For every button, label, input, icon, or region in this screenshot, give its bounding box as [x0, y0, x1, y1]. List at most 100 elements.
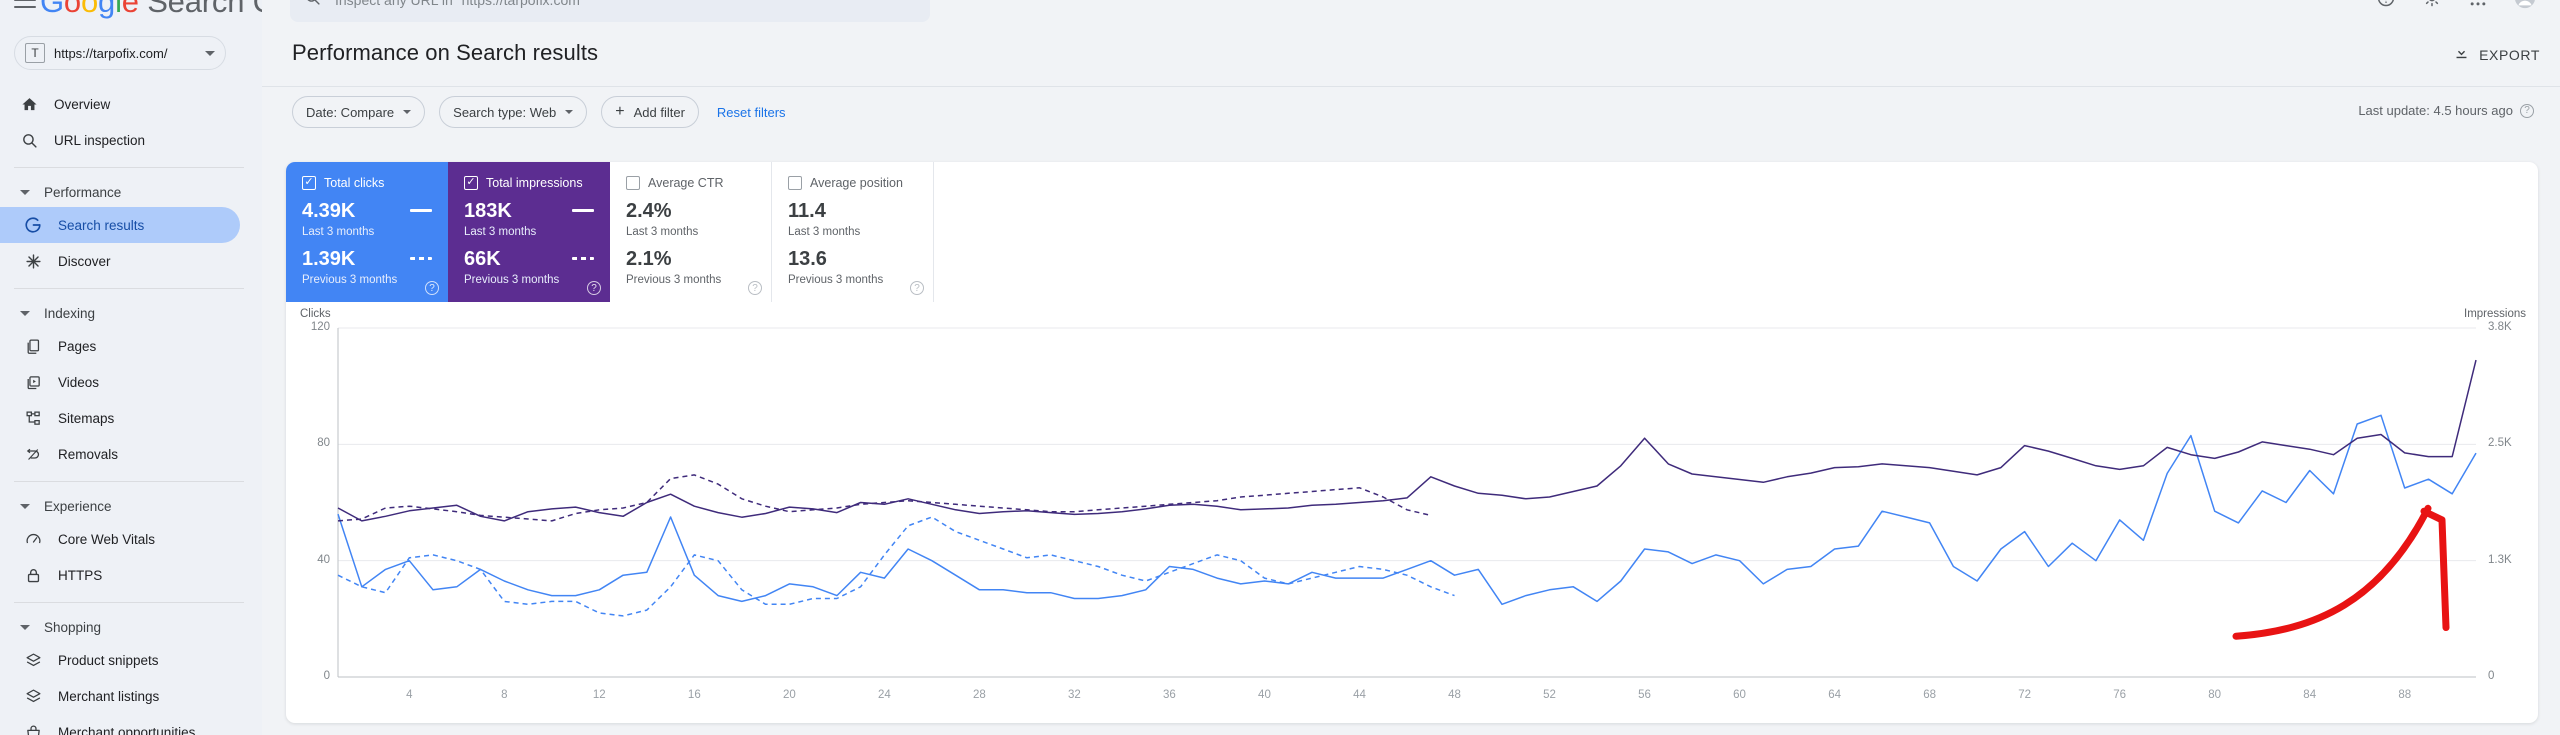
left-axis-tick: 0 [323, 670, 330, 682]
sidebar-item-search-results[interactable]: Search results [0, 207, 240, 243]
x-axis-tick: 68 [1923, 689, 1936, 701]
metric-previous-label: Previous 3 months [464, 274, 560, 286]
search-input-placeholder: Inspect any URL in "https://tarpofix.com… [335, 0, 585, 8]
sidebar-item-label: Videos [58, 374, 100, 390]
help-icon[interactable]: ? [748, 281, 762, 295]
sidebar-divider-2 [14, 288, 244, 289]
sidebar-item-removals[interactable]: Removals [0, 436, 262, 472]
gear-icon[interactable] [2422, 0, 2442, 13]
google-search-console-logo: Google Search Console [40, 0, 262, 20]
sidebar-item-overview[interactable]: Overview [0, 86, 262, 122]
checkbox-unchecked-icon[interactable]: ✓ [788, 176, 802, 190]
metric-current-row: 183K [464, 201, 594, 221]
removals-icon [22, 443, 44, 465]
avatar-icon[interactable] [2514, 0, 2536, 14]
help-icon[interactable] [2376, 0, 2396, 13]
sidebar-item-merchant-listings[interactable]: Merchant listings [0, 678, 262, 714]
apps-grid-icon[interactable] [2468, 0, 2488, 13]
metric-card-average-position[interactable]: ✓ Average position 11.4 Last 3 months 13… [772, 162, 934, 302]
x-axis-tick: 28 [972, 689, 986, 701]
metric-current-value: 183K [464, 200, 512, 222]
sidebar-item-discover[interactable]: Discover [0, 243, 262, 279]
help-icon[interactable]: ? [2520, 103, 2534, 118]
sidebar-item-product-snippets[interactable]: Product snippets [0, 642, 262, 678]
metric-current-value: 2.4% [626, 200, 672, 222]
metric-header: ✓ Total impressions [464, 176, 594, 190]
help-icon[interactable]: ? [910, 281, 924, 295]
x-axis-tick: 16 [687, 689, 701, 701]
checkbox-unchecked-icon[interactable]: ✓ [626, 176, 640, 190]
chevron-down-icon [403, 110, 412, 114]
home-icon [18, 93, 40, 115]
metric-previous-row: 1.39K [302, 249, 432, 269]
help-icon[interactable]: ? [425, 281, 439, 295]
last-update-text: Last update: 4.5 hours ago [2358, 103, 2513, 118]
sidebar-item-url-inspection[interactable]: URL inspection [0, 122, 262, 158]
sidebar-item-merchant-opportunities[interactable]: Merchant opportunities [0, 714, 262, 735]
sidebar-item-pages[interactable]: Pages [0, 328, 262, 364]
left-axis-tick: 40 [317, 553, 330, 566]
sidebar-item-label: HTTPS [58, 567, 103, 583]
metric-card-total-clicks[interactable]: ✓ Total clicks 4.39K Last 3 months 1.39K… [286, 162, 448, 302]
date-filter-chip[interactable]: Date: Compare [292, 96, 426, 128]
metric-current-value: 11.4 [788, 200, 826, 222]
sidebar-divider-1 [14, 167, 244, 168]
metric-current-row: 2.4% [626, 201, 755, 221]
x-axis-tick: 24 [877, 689, 891, 701]
add-filter-chip[interactable]: + Add filter [601, 96, 699, 128]
sidebar-group-label: Experience [44, 498, 112, 514]
url-inspection-search-bar[interactable]: Inspect any URL in "https://tarpofix.com… [290, 0, 930, 22]
checkbox-checked-icon[interactable]: ✓ [302, 176, 316, 190]
checkbox-checked-icon[interactable]: ✓ [464, 176, 478, 190]
sidebar-group-experience[interactable]: Experience [0, 491, 262, 521]
sidebar-item-sitemaps[interactable]: Sitemaps [0, 400, 262, 436]
add-filter-label: Add filter [633, 104, 685, 120]
sidebar-group-shopping[interactable]: Shopping [0, 612, 262, 642]
metric-previous-value: 1.39K [302, 248, 356, 270]
metric-previous-label: Previous 3 months [302, 274, 398, 286]
sidebar-group-indexing[interactable]: Indexing [0, 298, 262, 328]
sidebar-item-label: Removals [58, 446, 119, 462]
metric-header: ✓ Total clicks [302, 176, 432, 190]
x-axis-tick: 56 [1638, 689, 1651, 701]
discover-star-icon [22, 250, 44, 272]
metric-current-value: 4.39K [302, 200, 356, 222]
dashed-line-legend-icon [572, 257, 594, 260]
speedometer-icon [22, 528, 44, 550]
help-icon[interactable]: ? [587, 281, 601, 295]
search-icon [304, 0, 321, 11]
metric-name: Average position [810, 176, 903, 190]
search-icon [18, 129, 40, 151]
x-axis-tick: 12 [592, 689, 606, 701]
hamburger-menu-icon[interactable] [14, 0, 36, 10]
right-axis-title: Impressions [2464, 308, 2526, 320]
sidebar-item-https[interactable]: HTTPS [0, 557, 262, 593]
performance-chart: Clicks Impressions 0 40 80 120 0 1.3K 2.5K 3.8K… [286, 302, 2538, 723]
sidebar-item-label: Merchant listings [58, 688, 160, 704]
metric-previous-value: 2.1% [626, 248, 672, 270]
metric-current-row: 4.39K [302, 201, 432, 221]
sidebar-group-performance[interactable]: Performance [0, 177, 262, 207]
left-axis-tick: 120 [310, 321, 330, 333]
export-button[interactable]: EXPORT [2453, 44, 2540, 66]
metric-card-average-ctr[interactable]: ✓ Average CTR 2.4% Last 3 months 2.1% Pr… [610, 162, 772, 302]
metric-current-label: Last 3 months [302, 226, 375, 238]
reset-filters-link[interactable]: Reset filters [716, 104, 786, 120]
x-axis-tick: 88 [2398, 689, 2412, 701]
sidebar-item-videos[interactable]: Videos [0, 364, 262, 400]
x-axis-tick: 40 [1258, 689, 1271, 701]
chevron-down-icon [20, 310, 30, 316]
chevron-down-icon [565, 110, 574, 114]
last-update-status: Last update: 4.5 hours ago ? [2358, 103, 2534, 118]
layers-icon [22, 685, 44, 707]
metric-previous-row: 66K [464, 249, 594, 269]
sidebar-item-core-web-vitals[interactable]: Core Web Vitals [0, 521, 262, 557]
search-type-filter-chip[interactable]: Search type: Web [439, 96, 588, 128]
sidebar-item-label: Overview [54, 96, 111, 112]
sidebar-item-label: Core Web Vitals [58, 531, 156, 547]
metric-previous-row: 13.6 [788, 249, 917, 269]
metric-card-total-impressions[interactable]: ✓ Total impressions 183K Last 3 months 6… [448, 162, 610, 302]
property-selector[interactable]: T https://tarpofix.com/ [14, 36, 226, 70]
x-axis-tick: 20 [782, 689, 796, 701]
property-url: https://tarpofix.com/ [54, 45, 168, 61]
